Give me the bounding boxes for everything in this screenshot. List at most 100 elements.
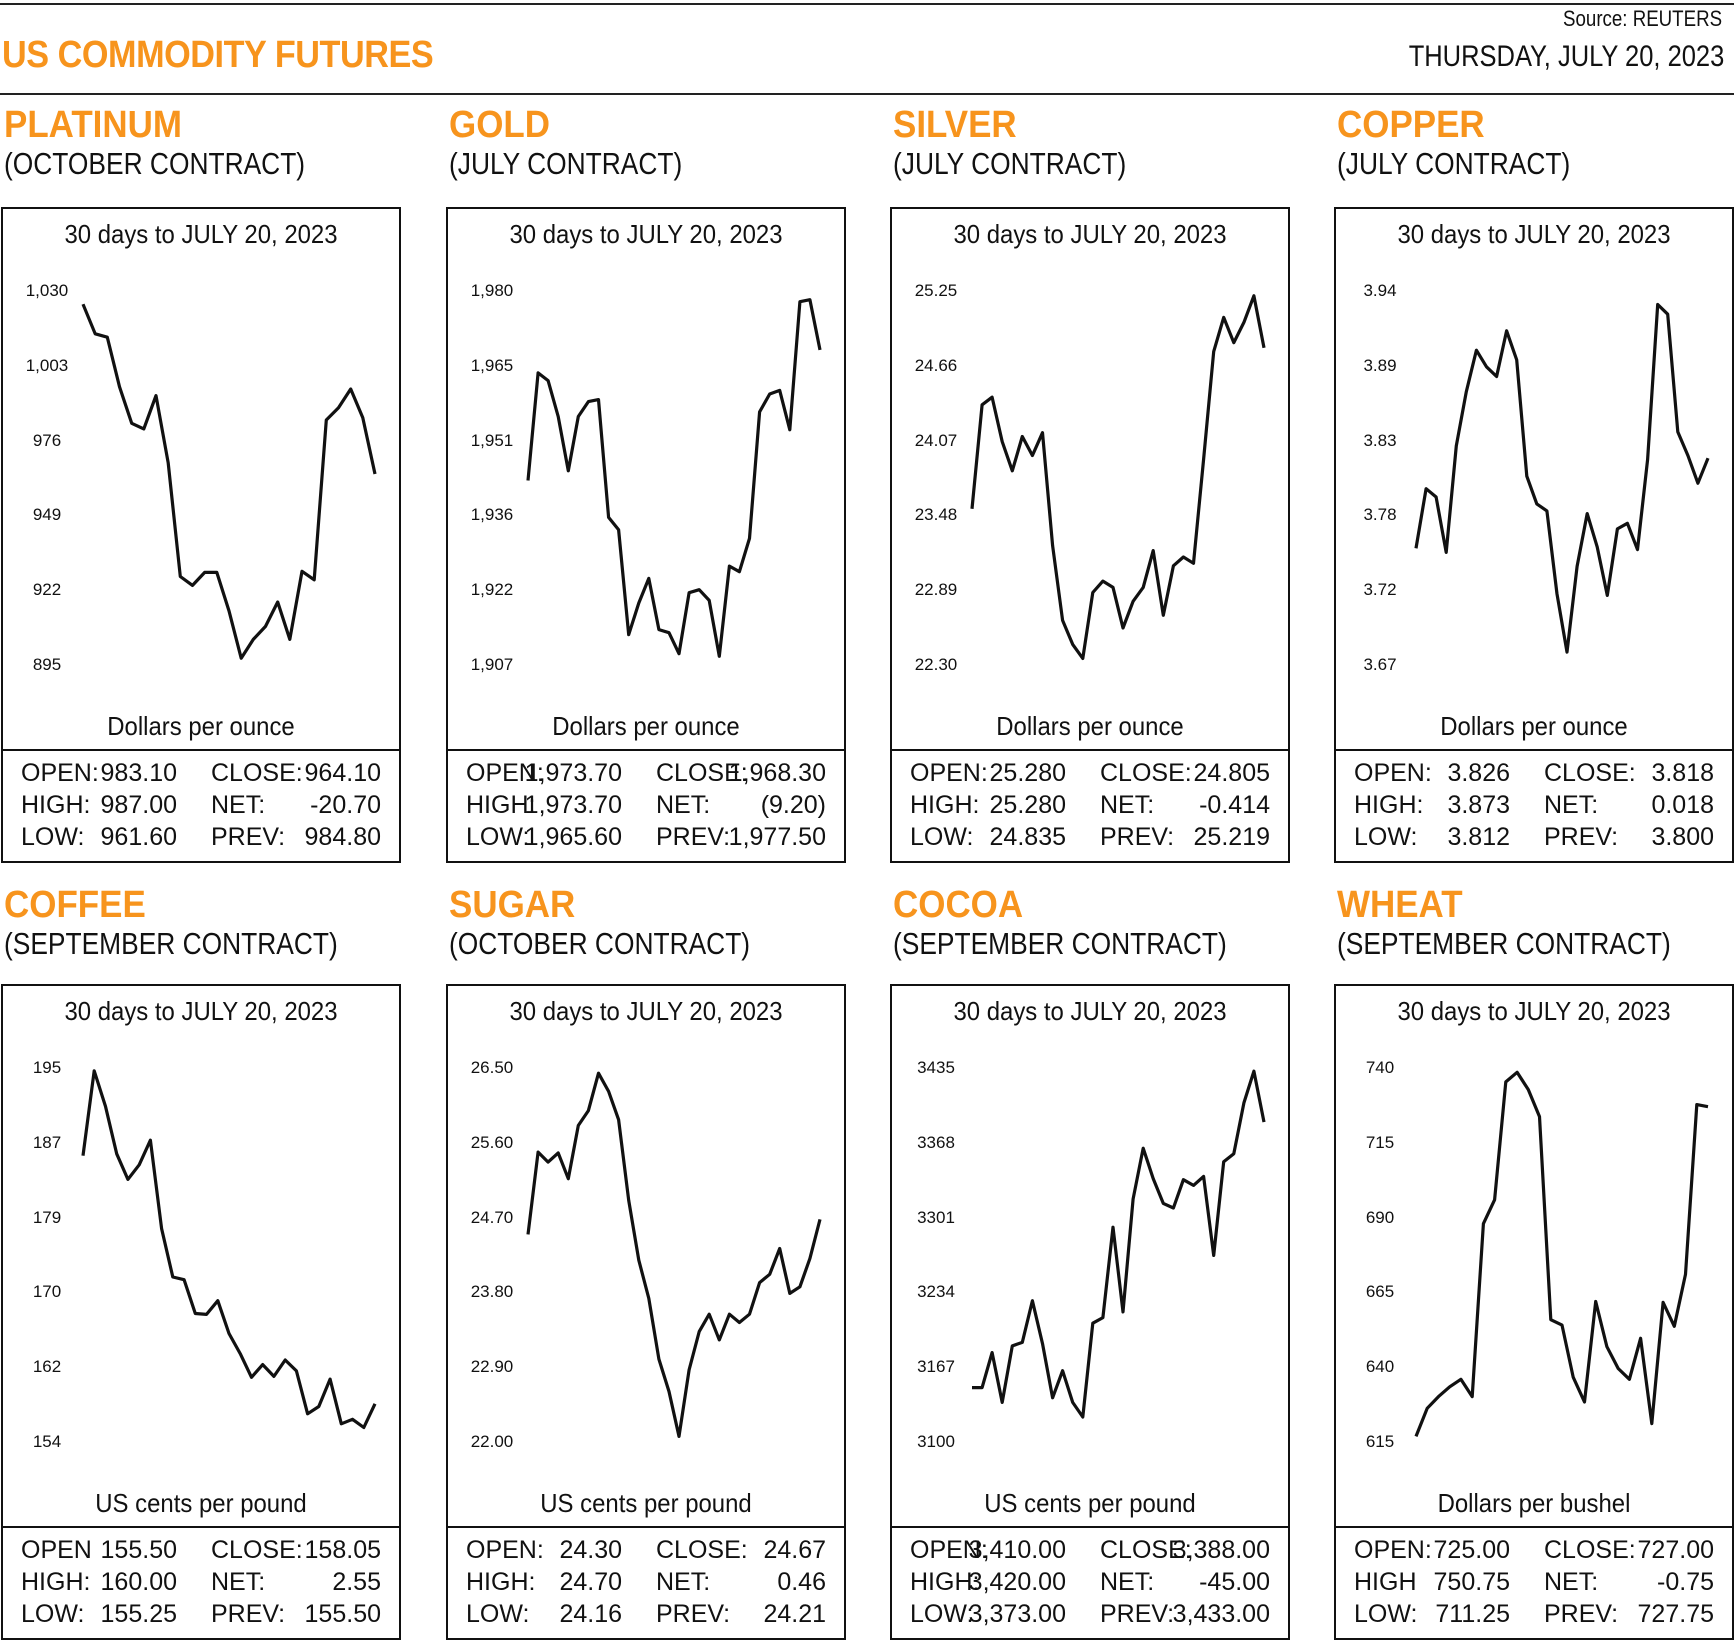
stats-divider bbox=[1336, 1526, 1732, 1528]
y-tick-label: 3.72 bbox=[1363, 580, 1397, 600]
y-tick-label: 3.89 bbox=[1363, 355, 1397, 375]
contract-label: (OCTOBER CONTRACT) bbox=[449, 926, 751, 961]
top-rule bbox=[0, 3, 1734, 5]
stat-label: NET: bbox=[211, 791, 266, 819]
stat-label: PREV: bbox=[1100, 823, 1175, 851]
stat-label: NET: bbox=[656, 791, 711, 819]
stat-label: PREV: bbox=[1544, 1600, 1619, 1628]
stats-divider bbox=[892, 1526, 1288, 1528]
stat-label: NET: bbox=[1100, 1568, 1155, 1596]
y-tick-label: 25.60 bbox=[470, 1132, 514, 1152]
y-tick-label: 3368 bbox=[917, 1132, 955, 1152]
stat-label: NET: bbox=[1544, 791, 1599, 819]
stat-label: OPEN: bbox=[910, 759, 988, 787]
date-line: THURSDAY, JULY 20, 2023 bbox=[1408, 40, 1724, 73]
stat-value: 1,968.30 bbox=[728, 759, 826, 787]
stat-label: OPEN: bbox=[1354, 759, 1432, 787]
y-tick-label: 25.25 bbox=[914, 281, 958, 300]
stats-divider bbox=[1336, 749, 1732, 751]
price-series-line bbox=[970, 294, 1266, 660]
stat-value: 155.50 bbox=[304, 1600, 381, 1628]
line-chart bbox=[972, 1069, 1266, 1419]
stat-value: 961.60 bbox=[100, 823, 177, 851]
y-tick-label: 665 bbox=[1365, 1282, 1395, 1302]
stat-value: 1,973.70 bbox=[524, 759, 622, 787]
chart-title: 30 days to JULY 20, 2023 bbox=[64, 219, 338, 249]
y-tick-label: 1,922 bbox=[470, 580, 514, 600]
stat-label: LOW: bbox=[466, 823, 530, 851]
stat-label: OPEN: bbox=[21, 759, 99, 787]
stat-value: 3.873 bbox=[1447, 791, 1510, 819]
stat-value: 964.10 bbox=[304, 759, 381, 787]
header-rule bbox=[0, 93, 1734, 95]
y-tick-label: 3.83 bbox=[1363, 430, 1397, 450]
stat-value: 3,388.00 bbox=[1172, 1536, 1270, 1564]
chart-title: 30 days to JULY 20, 2023 bbox=[1397, 996, 1671, 1026]
stat-label: OPEN: bbox=[910, 1536, 988, 1564]
stat-value: 1,977.50 bbox=[728, 823, 826, 851]
line-chart bbox=[1414, 302, 1710, 654]
stat-label: CLOSE: bbox=[211, 759, 303, 787]
unit-label: Dollars per bushel bbox=[1437, 1488, 1631, 1518]
y-tick-label: 949 bbox=[32, 505, 62, 525]
y-tick-label: 895 bbox=[32, 655, 62, 674]
price-series-line bbox=[526, 298, 822, 658]
y-tick-label: 179 bbox=[32, 1207, 62, 1227]
stats-divider bbox=[448, 1526, 844, 1528]
stat-label: NET: bbox=[211, 1568, 266, 1596]
y-tick-label: 715 bbox=[1365, 1132, 1395, 1152]
chart-title: 30 days to JULY 20, 2023 bbox=[953, 996, 1227, 1026]
commodity-name-silver: SILVER bbox=[893, 104, 1017, 146]
stat-value: 3,373.00 bbox=[968, 1600, 1066, 1628]
y-tick-label: 23.48 bbox=[914, 505, 958, 525]
stat-value: 3,420.00 bbox=[968, 1568, 1066, 1596]
unit-label: Dollars per ounce bbox=[996, 711, 1184, 741]
unit-label: Dollars per ounce bbox=[1440, 711, 1628, 741]
price-series-line bbox=[526, 1071, 822, 1438]
stat-label: NET: bbox=[1544, 1568, 1599, 1596]
stat-value: 711.25 bbox=[1435, 1600, 1510, 1628]
y-tick-label: 1,965 bbox=[470, 355, 514, 375]
unit-label: US cents per pound bbox=[540, 1488, 752, 1518]
chart-panel-silver: 30 days to JULY 20, 2023 25.25 24.66 24.07 2… bbox=[890, 207, 1290, 863]
chart-panel-sugar: 30 days to JULY 20, 2023 26.50 25.60 24.70 2… bbox=[446, 984, 846, 1640]
stat-label: PREV: bbox=[1544, 823, 1619, 851]
y-tick-label: 24.66 bbox=[914, 355, 958, 375]
y-tick-label: 154 bbox=[32, 1432, 62, 1451]
line-chart bbox=[81, 1069, 377, 1430]
y-tick-label: 3234 bbox=[917, 1282, 955, 1302]
y-tick-label: 1,936 bbox=[470, 505, 514, 525]
source-credit: Source: REUTERS bbox=[1562, 6, 1722, 31]
y-tick-label: 3.78 bbox=[1363, 505, 1397, 525]
unit-label: Dollars per ounce bbox=[552, 711, 740, 741]
y-tick-label: 24.07 bbox=[914, 430, 958, 450]
stat-value: 3,433.00 bbox=[1172, 1600, 1270, 1628]
y-tick-label: 640 bbox=[1365, 1357, 1395, 1377]
y-tick-label: 1,030 bbox=[25, 281, 69, 300]
stats-divider bbox=[3, 749, 399, 751]
contract-label: (JULY CONTRACT) bbox=[449, 146, 683, 181]
contract-label: (JULY CONTRACT) bbox=[1337, 146, 1571, 181]
chart-title: 30 days to JULY 20, 2023 bbox=[953, 219, 1227, 249]
stat-label: CLOSE: bbox=[1100, 759, 1192, 787]
stat-label: CLOSE: bbox=[1544, 759, 1636, 787]
y-tick-label: 22.30 bbox=[914, 655, 958, 674]
y-tick-label: 1,980 bbox=[470, 281, 514, 300]
stat-label: OPEN bbox=[21, 1536, 92, 1564]
stat-value: 158.05 bbox=[304, 1536, 381, 1564]
contract-label: (JULY CONTRACT) bbox=[893, 146, 1127, 181]
stat-label: PREV: bbox=[656, 823, 731, 851]
y-tick-label: 3.67 bbox=[1363, 655, 1397, 674]
stat-value: -45.00 bbox=[1199, 1568, 1270, 1596]
line-chart bbox=[81, 303, 377, 660]
chart-title: 30 days to JULY 20, 2023 bbox=[1397, 219, 1671, 249]
price-series-line bbox=[972, 1069, 1266, 1419]
stat-value: -0.75 bbox=[1657, 1568, 1714, 1596]
line-chart bbox=[526, 298, 822, 658]
y-tick-label: 976 bbox=[32, 430, 62, 450]
stat-value: (9.20) bbox=[760, 791, 826, 819]
y-tick-label: 3435 bbox=[917, 1058, 955, 1077]
chart-panel-coffee: 30 days to JULY 20, 2023 195 187 179 170 162 1… bbox=[1, 984, 401, 1640]
commodity-name-wheat: WHEAT bbox=[1337, 884, 1463, 926]
y-tick-label: 23.80 bbox=[470, 1282, 514, 1302]
